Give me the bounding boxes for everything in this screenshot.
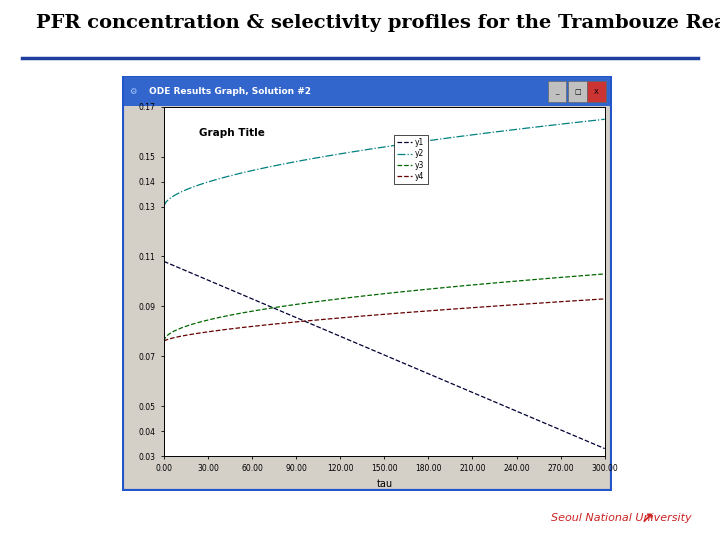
Legend: y1, y2, y3, y4: y1, y2, y3, y4	[394, 135, 428, 184]
X-axis label: tau: tau	[377, 479, 392, 489]
Bar	[548, 82, 567, 102]
Bar	[587, 82, 606, 102]
Text: PFR concentration & selectivity profiles for the Trambouze Reaction: PFR concentration & selectivity profiles…	[36, 14, 720, 32]
Text: ODE Results Graph, Solution #2: ODE Results Graph, Solution #2	[149, 87, 311, 96]
Bar	[568, 82, 587, 102]
Text: ↗: ↗	[641, 511, 654, 526]
Text: ⚙: ⚙	[130, 87, 137, 96]
Text: Seoul National University: Seoul National University	[551, 514, 691, 523]
Text: _: _	[555, 89, 559, 95]
Text: □: □	[575, 89, 581, 95]
Text: X: X	[594, 89, 599, 95]
Text: Graph Title: Graph Title	[199, 128, 265, 138]
Bar	[125, 77, 610, 105]
